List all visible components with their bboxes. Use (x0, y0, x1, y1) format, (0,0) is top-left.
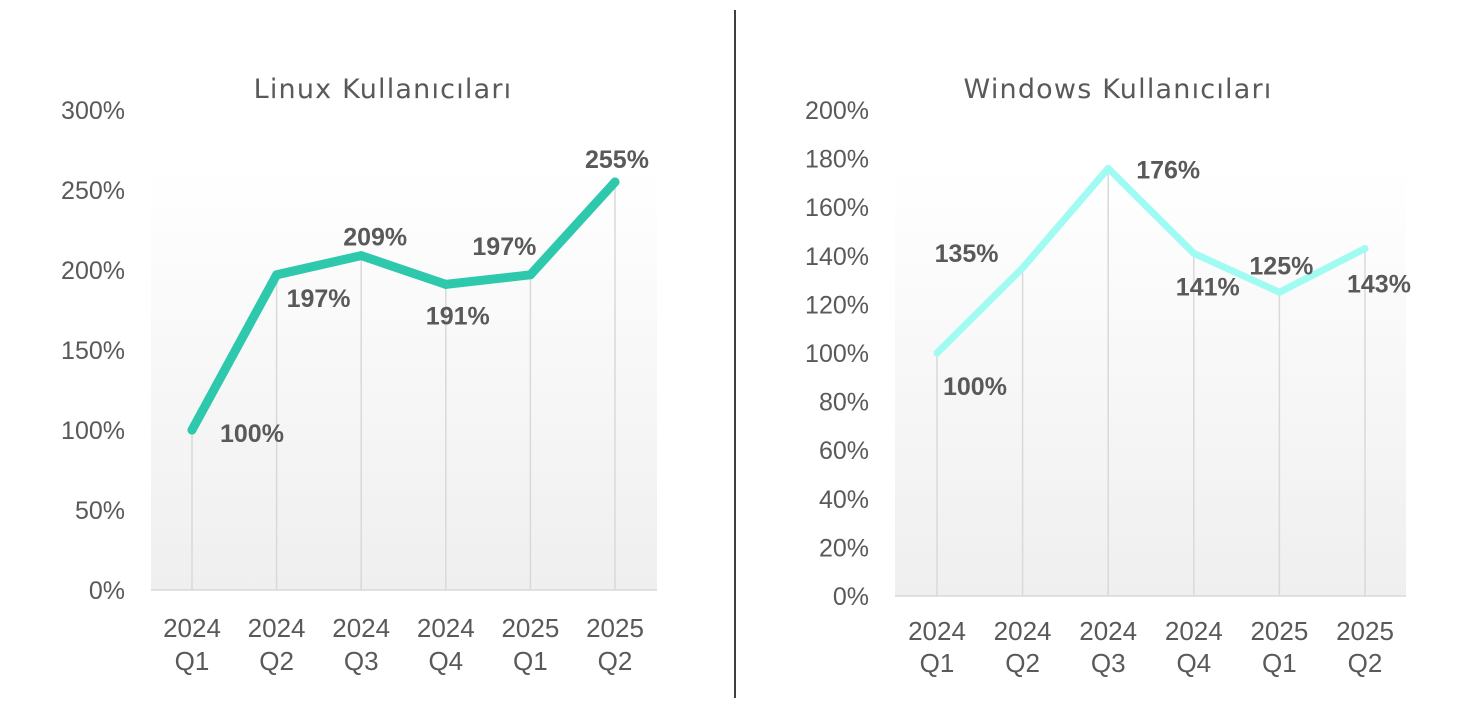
x-tick-label: 2025 Q1 (1250, 616, 1308, 678)
y-tick-label: 160% (805, 194, 869, 222)
windows-users-chart: Windows Kullanıcıları 0% 20% 40% 60% 80% 100%… (805, 74, 1411, 678)
x-tick-label: 2024 Q2 (248, 613, 306, 676)
data-label: 191% (426, 302, 490, 330)
x-axis-ticks: 2024 Q1 2024 Q2 2024 Q3 2024 Q4 2025 Q1 2025 Q2 (163, 613, 644, 676)
x-tick-label: 2024 Q4 (1165, 616, 1223, 678)
y-tick-label: 60% (819, 437, 869, 465)
y-tick-label: 50% (75, 497, 125, 525)
x-tick-label: 2024 Q3 (1079, 616, 1137, 678)
y-tick-label: 140% (805, 243, 869, 271)
y-tick-label: 180% (805, 146, 869, 174)
x-tick-label: 2024 Q3 (332, 613, 390, 676)
data-label: 197% (472, 233, 536, 261)
data-label: 100% (220, 420, 284, 448)
series-line (187, 177, 620, 435)
y-tick-label: 200% (805, 97, 869, 125)
y-tick-label: 120% (805, 291, 869, 319)
data-label: 135% (935, 240, 999, 268)
y-tick-label: 40% (819, 486, 869, 514)
data-labels: 100% 197% 209% 191% 197% 255% (220, 146, 649, 448)
series-layer (187, 177, 620, 435)
grid-lines (895, 168, 1406, 597)
x-axis-ticks: 2024 Q1 2024 Q2 2024 Q3 2024 Q4 2025 Q1 2025 Q2 (908, 616, 1394, 678)
grid-lines (151, 182, 657, 591)
data-point (1361, 245, 1369, 253)
data-point (187, 425, 197, 435)
x-tick-label: 2025 Q1 (501, 613, 559, 676)
plot-background (895, 168, 1406, 596)
data-point (356, 251, 366, 261)
data-label: 100% (943, 373, 1007, 401)
y-tick-label: 20% (819, 534, 869, 562)
x-tick-label: 2025 Q2 (1336, 616, 1394, 678)
y-tick-label: 100% (805, 340, 869, 368)
y-tick-label: 0% (833, 583, 869, 611)
y-tick-label: 150% (61, 337, 125, 365)
data-label: 143% (1347, 271, 1411, 299)
x-tick-label: 2024 Q1 (908, 616, 966, 678)
data-point (933, 349, 941, 357)
y-axis-ticks: 0% 50% 100% 150% 200% 250% 300% (61, 97, 125, 605)
data-point (272, 270, 282, 280)
data-point (610, 177, 620, 187)
series-line (933, 164, 1369, 357)
chart-title: Linux Kullanıcıları (254, 74, 513, 105)
data-point (525, 270, 535, 280)
y-tick-label: 100% (61, 417, 125, 445)
data-label: 209% (343, 224, 407, 252)
data-label: 176% (1136, 156, 1200, 184)
data-label: 125% (1249, 252, 1313, 280)
y-tick-label: 80% (819, 389, 869, 417)
plot-background (151, 167, 657, 590)
data-point (1190, 249, 1198, 257)
data-point (441, 279, 451, 289)
chart-title: Windows Kullanıcıları (964, 74, 1273, 105)
y-tick-label: 250% (61, 177, 125, 205)
x-tick-label: 2024 Q2 (994, 616, 1052, 678)
y-axis-ticks: 0% 20% 40% 60% 80% 100% 120% 140% 160% 180% 200% (805, 97, 869, 611)
data-label: 197% (287, 285, 351, 313)
linux-users-chart: Linux Kullanıcıları 0% 50% 100% 150% 200% 250… (61, 74, 657, 676)
data-labels: 100% 135% 176% 141% 125% 143% (935, 156, 1411, 401)
y-tick-label: 0% (89, 577, 125, 605)
x-tick-label: 2024 Q1 (163, 613, 221, 676)
data-point (1019, 264, 1027, 272)
data-point (1104, 164, 1112, 172)
y-tick-label: 200% (61, 257, 125, 285)
x-tick-label: 2025 Q2 (586, 613, 644, 676)
series-layer (933, 164, 1369, 357)
data-label: 141% (1176, 273, 1240, 301)
x-tick-label: 2024 Q4 (417, 613, 475, 676)
data-label: 255% (585, 146, 649, 174)
y-tick-label: 300% (61, 97, 125, 125)
data-point (1275, 288, 1283, 296)
